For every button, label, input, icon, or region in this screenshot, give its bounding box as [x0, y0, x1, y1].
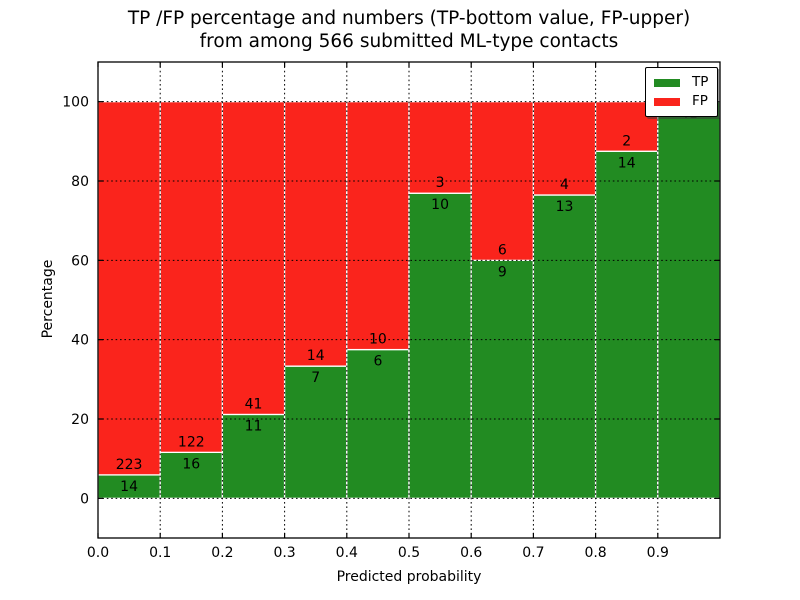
bar-label-fp-0: 223: [116, 457, 143, 473]
legend-item-fp: FP: [654, 92, 708, 111]
chart-title-line1: TP /FP percentage and numbers (TP-bottom…: [127, 8, 691, 29]
bar-label-tp-1: 16: [182, 456, 200, 472]
fp-bar-segment-1: [159, 101, 224, 454]
bar-label-fp-8: 2: [622, 133, 631, 149]
legend-item-tp: TP: [654, 73, 708, 92]
tp-bar-segment-3: [283, 365, 348, 499]
y-tick-label-0: 0: [80, 491, 89, 507]
x-tick-label-0.1: 0.1: [149, 545, 171, 561]
y-axis-label: Percentage: [40, 259, 56, 339]
y-tick-label-60: 60: [71, 253, 89, 269]
bar-label-fp-3: 14: [307, 348, 325, 364]
fp-swatch: [654, 97, 680, 106]
bar-label-tp-3: 7: [311, 370, 320, 386]
fp-bar-segment-2: [221, 101, 286, 416]
x-tick-label-0.7: 0.7: [522, 545, 544, 561]
bar-label-fp-2: 41: [245, 396, 263, 412]
x-tick-label-0.3: 0.3: [273, 545, 295, 561]
bar-label-tp-2: 11: [245, 418, 263, 434]
tp-bar-segment-8: [594, 150, 659, 499]
x-tick-label-0.5: 0.5: [398, 545, 420, 561]
fp-bar-segment-7: [532, 101, 597, 196]
tp-bar-segment-4: [346, 348, 410, 499]
tp-swatch: [654, 78, 680, 87]
y-tick-label-100: 100: [62, 95, 89, 111]
bar-label-fp-5: 3: [436, 175, 445, 191]
tp-bar-segment-6: [470, 259, 535, 499]
bar-label-tp-0: 14: [120, 479, 138, 495]
x-tick-label-0.4: 0.4: [336, 545, 358, 561]
x-tick-label-0.8: 0.8: [584, 545, 606, 561]
legend-label-fp: FP: [692, 92, 708, 109]
x-tick-label-0.6: 0.6: [460, 545, 482, 561]
y-tick-label-20: 20: [71, 412, 89, 428]
bar-label-tp-4: 6: [373, 354, 382, 370]
x-tick-label-0.9: 0.9: [647, 545, 669, 561]
bar-label-fp-1: 122: [178, 434, 205, 450]
y-tick-label-80: 80: [71, 174, 89, 190]
bar-label-tp-5: 10: [431, 197, 449, 213]
tp-bar-segment-7: [532, 194, 597, 499]
legend-label-tp: TP: [692, 73, 709, 90]
tp-bar-segment-9: [657, 101, 721, 499]
x-axis-label: Predicted probability: [336, 569, 482, 585]
bar-label-tp-7: 13: [556, 199, 574, 215]
fp-bar-segment-6: [470, 101, 535, 261]
bar-label-fp-4: 10: [369, 332, 387, 348]
legend: TP FP: [645, 67, 719, 117]
bar-label-tp-8: 14: [618, 155, 636, 171]
tp-bar-segment-1: [159, 451, 224, 499]
bar-label-fp-7: 4: [560, 177, 569, 193]
bar-label-tp-6: 9: [498, 264, 507, 280]
chart-title: TP /FP percentage and numbers (TP-bottom…: [98, 7, 720, 53]
x-tick-label-0.0: 0.0: [87, 545, 109, 561]
bar-label-fp-6: 6: [498, 242, 507, 258]
fp-bar-segment-4: [346, 101, 410, 351]
y-tick-label-40: 40: [71, 333, 89, 349]
chart-title-line2: from among 566 submitted ML-type contact…: [199, 31, 619, 52]
fp-bar-segment-5: [408, 101, 472, 194]
tp-bar-segment-5: [408, 192, 472, 499]
x-tick-label-0.2: 0.2: [211, 545, 233, 561]
fp-bar-segment-3: [283, 101, 348, 367]
